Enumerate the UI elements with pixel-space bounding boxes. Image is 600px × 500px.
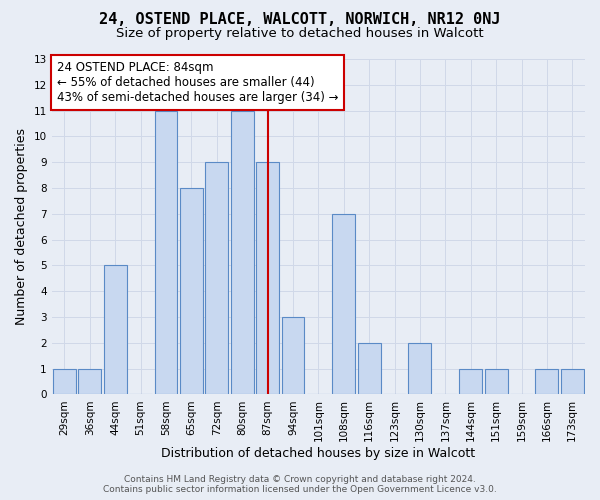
Bar xyxy=(180,188,203,394)
Bar xyxy=(485,368,508,394)
Text: Contains HM Land Registry data © Crown copyright and database right 2024.
Contai: Contains HM Land Registry data © Crown c… xyxy=(103,474,497,494)
Y-axis label: Number of detached properties: Number of detached properties xyxy=(15,128,28,325)
Bar xyxy=(332,214,355,394)
Bar xyxy=(53,368,76,394)
Bar xyxy=(155,110,178,395)
Bar xyxy=(256,162,279,394)
Bar xyxy=(459,368,482,394)
Bar xyxy=(409,343,431,394)
Bar xyxy=(79,368,101,394)
Bar xyxy=(358,343,380,394)
Bar xyxy=(104,266,127,394)
Text: 24, OSTEND PLACE, WALCOTT, NORWICH, NR12 0NJ: 24, OSTEND PLACE, WALCOTT, NORWICH, NR12… xyxy=(99,12,501,28)
Bar xyxy=(535,368,559,394)
Text: Size of property relative to detached houses in Walcott: Size of property relative to detached ho… xyxy=(116,28,484,40)
Bar xyxy=(281,317,304,394)
Bar xyxy=(205,162,228,394)
Bar xyxy=(231,110,254,395)
X-axis label: Distribution of detached houses by size in Walcott: Distribution of detached houses by size … xyxy=(161,447,475,460)
Text: 24 OSTEND PLACE: 84sqm
← 55% of detached houses are smaller (44)
43% of semi-det: 24 OSTEND PLACE: 84sqm ← 55% of detached… xyxy=(57,60,338,104)
Bar xyxy=(561,368,584,394)
